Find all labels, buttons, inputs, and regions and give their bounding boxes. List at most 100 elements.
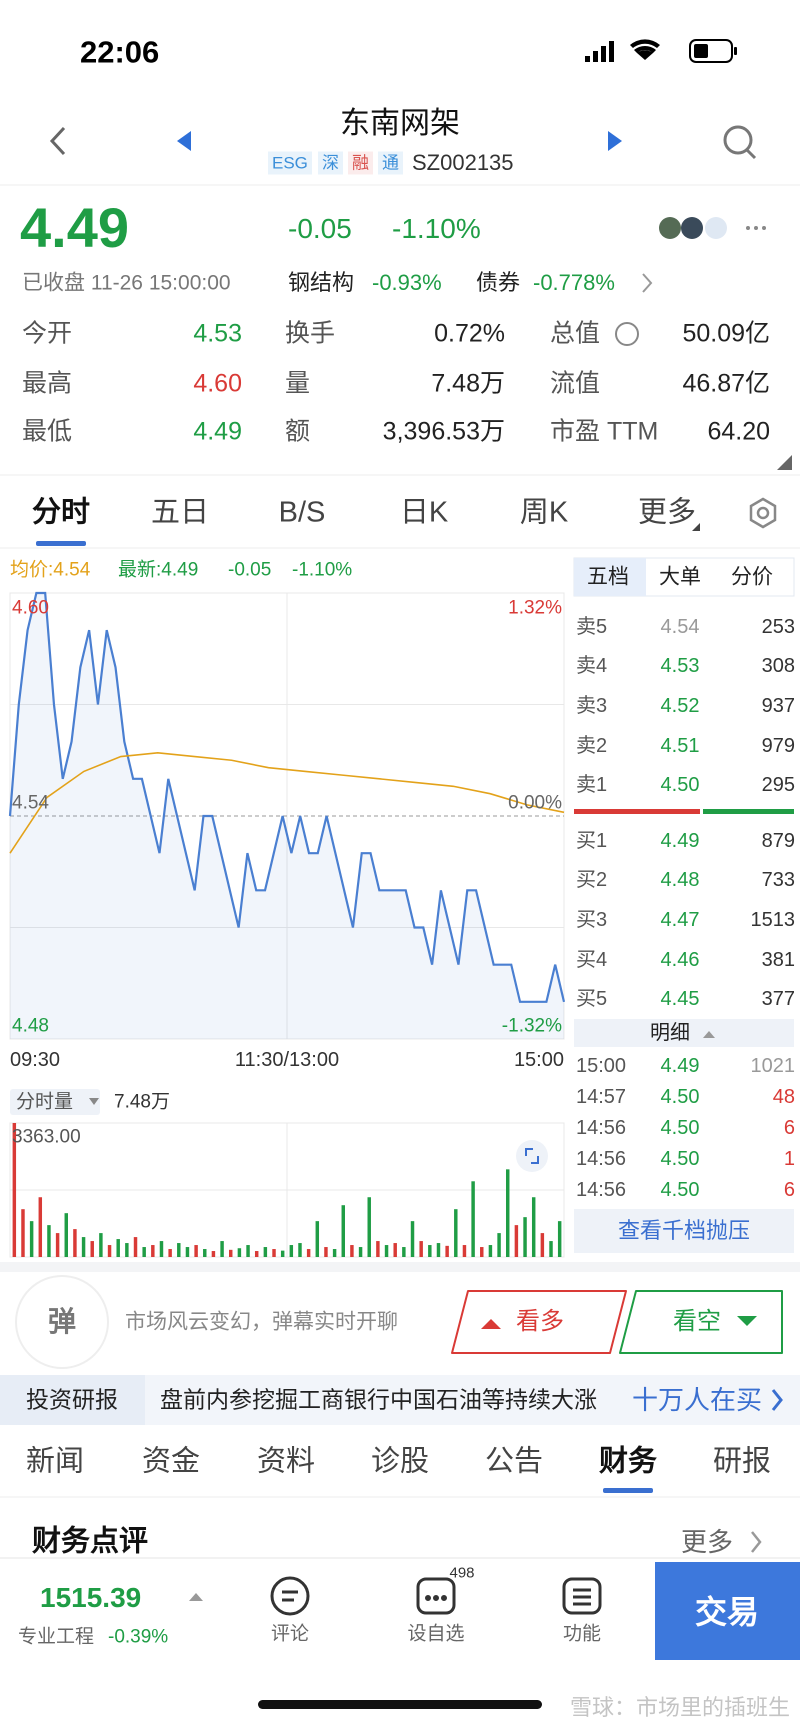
volume-label[interactable]: 分时量: [16, 1091, 74, 1113]
search-icon[interactable]: [723, 125, 757, 160]
y-tick-label: 4.48: [12, 1015, 49, 1037]
volume-bar: [332, 1249, 337, 1257]
volume-bar: [462, 1245, 467, 1257]
spacer: [0, 1262, 800, 1272]
volume-bar: [445, 1245, 449, 1257]
bar-item[interactable]: 功能: [562, 1623, 602, 1645]
book-price: 4.47: [660, 909, 700, 931]
danmaku-icon: 弹: [47, 1306, 77, 1337]
bull-label[interactable]: 看多: [516, 1308, 564, 1335]
bear-label[interactable]: 看空: [673, 1308, 721, 1335]
research-text: 盘前内参挖掘工商银行中国石油等持续大涨: [160, 1386, 597, 1413]
volume-bar: [237, 1248, 242, 1257]
volume-bar: [194, 1245, 198, 1257]
news-tab[interactable]: 新闻: [25, 1445, 85, 1478]
volume-bar: [324, 1247, 328, 1257]
legend-change-pct: -1.10%: [292, 559, 353, 581]
bear-button[interactable]: [619, 1290, 783, 1354]
next-icon[interactable]: [608, 131, 622, 151]
detail-time: 15:00: [576, 1055, 627, 1077]
volume-bar: [341, 1205, 345, 1257]
chart-tab[interactable]: 五日: [150, 496, 210, 529]
bull-button[interactable]: [451, 1290, 627, 1354]
legend-change: -0.05: [228, 559, 272, 581]
trade-label[interactable]: 交易: [694, 1594, 760, 1630]
index-name: 专业工程: [18, 1626, 95, 1648]
stat-label: 最高: [22, 369, 73, 398]
volume-bar: [306, 1249, 311, 1257]
chart-tab[interactable]: 分时: [31, 496, 91, 529]
book-label: 买2: [576, 869, 608, 891]
volume-label-box[interactable]: [10, 1089, 100, 1115]
bull-icon: [481, 1319, 501, 1329]
tag: ESG: [268, 151, 312, 175]
sector-name: 钢结构: [288, 270, 355, 295]
book-label: 卖1: [576, 774, 608, 796]
volume-bar: [81, 1237, 86, 1257]
volume-bar: [471, 1181, 475, 1257]
volume-bar: [246, 1245, 250, 1257]
news-tab[interactable]: 资金: [141, 1445, 201, 1478]
change: -0.05: [288, 213, 352, 244]
section-title: 财务点评: [32, 1525, 149, 1558]
news-tab[interactable]: 诊股: [370, 1445, 430, 1478]
chart-tab[interactable]: 周K: [519, 496, 569, 529]
settings-icon[interactable]: [749, 497, 777, 529]
volume-bar: [289, 1245, 294, 1257]
chart-tab[interactable]: 日K: [399, 496, 449, 529]
chart-tab[interactable]: 更多: [637, 496, 697, 529]
danmaku-text: 市场风云变幻，弹幕实时开聊: [125, 1310, 398, 1334]
last-price: 4.49: [20, 196, 129, 259]
book-price: 4.50: [660, 774, 700, 796]
book-volume: 979: [761, 735, 795, 757]
stat-value: 0.72%: [434, 319, 505, 348]
news-tab[interactable]: 财务: [598, 1445, 658, 1478]
news-tab[interactable]: 研报: [712, 1445, 772, 1478]
detail-time: 14:57: [576, 1086, 627, 1108]
section-more[interactable]: 更多: [680, 1527, 733, 1557]
volume-bar: [497, 1233, 501, 1257]
watch-icon[interactable]: [416, 1577, 456, 1615]
volume-total: 7.48万: [114, 1091, 170, 1113]
bar-item[interactable]: 设自选: [407, 1623, 465, 1645]
danmaku-circle[interactable]: [15, 1275, 109, 1369]
book-price: 4.49: [660, 830, 700, 852]
chevron: [751, 1531, 762, 1553]
news-tab[interactable]: 公告: [484, 1445, 544, 1478]
bar-item[interactable]: 评论: [270, 1623, 310, 1645]
comment-icon[interactable]: [270, 1576, 310, 1616]
trade-button[interactable]: [655, 1562, 800, 1660]
detail-price: 4.49: [660, 1055, 700, 1077]
function-icon[interactable]: [562, 1577, 602, 1615]
volume-bar: [185, 1247, 190, 1257]
book-volume: 377: [761, 988, 795, 1010]
volume-bar: [177, 1243, 181, 1257]
expand-icon[interactable]: [516, 1140, 548, 1172]
time-label: 15:00: [513, 1049, 564, 1071]
chart-tab[interactable]: B/S: [278, 496, 326, 529]
stat-label: 量: [285, 369, 311, 398]
research-link[interactable]: 十万人在买: [631, 1385, 762, 1415]
volume-bar: [38, 1197, 43, 1257]
back-icon[interactable]: [49, 126, 66, 156]
volume-bar: [203, 1249, 207, 1257]
volume-bar: [350, 1245, 354, 1257]
book-tab[interactable]: 分价: [731, 565, 773, 589]
volume-bar: [229, 1249, 233, 1257]
book-tab[interactable]: 大单: [659, 565, 701, 589]
news-tab[interactable]: 资料: [256, 1445, 316, 1478]
ask-bar: [574, 809, 700, 814]
volume-bar: [436, 1243, 441, 1257]
research-label-bg: [0, 1375, 145, 1425]
book-button-bg[interactable]: [574, 1209, 794, 1253]
book-tab[interactable]: 五档: [587, 565, 629, 589]
detail-volume: 1: [783, 1148, 795, 1170]
sector-change: -0.93%: [372, 270, 442, 295]
prev-icon[interactable]: [177, 131, 191, 151]
caret: [89, 1098, 99, 1105]
volume-bar: [263, 1247, 268, 1257]
detail-price: 4.50: [660, 1086, 700, 1108]
volume-bar: [315, 1221, 320, 1257]
book-volume: 308: [761, 655, 795, 677]
book-button[interactable]: 查看千档抛压: [617, 1218, 751, 1243]
